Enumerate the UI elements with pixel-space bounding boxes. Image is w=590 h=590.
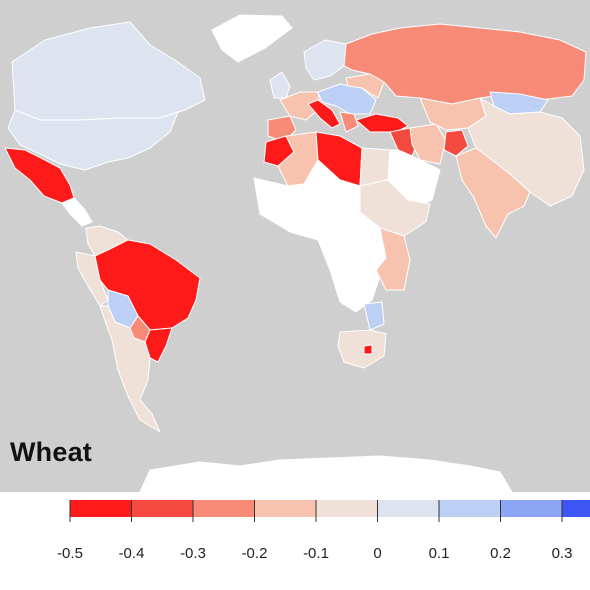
region-antarctica[interactable] [139,455,513,492]
legend-swatch [131,500,193,517]
country-lesotho[interactable] [363,344,373,355]
legend-swatch [193,500,255,517]
region-uk-ireland[interactable] [269,71,291,99]
legend-tick-label: -0.2 [242,545,268,562]
country-turkey[interactable] [355,113,409,133]
legend-swatch [439,500,501,517]
legend-tick-label: -0.4 [119,545,145,562]
country-china[interactable] [467,97,585,207]
country-zambia[interactable] [363,301,385,331]
legend-tick-label: -0.5 [57,545,83,562]
legend-swatch [254,500,316,517]
region-kenya-tanzania[interactable] [375,227,411,291]
country-south-africa[interactable] [337,329,387,369]
country-usa[interactable] [7,109,179,171]
country-india[interactable] [455,147,531,239]
legend-swatch [316,500,378,517]
legend-tick-label: 0 [373,545,381,562]
legend-swatch [70,500,132,517]
legend-tick-label: -0.1 [303,545,329,562]
legend-swatch [377,500,439,517]
region-central-america[interactable] [61,197,93,227]
region-argentina-chile[interactable] [99,305,161,433]
legend-tick-label: 0.2 [490,545,511,562]
region-balkans[interactable] [339,111,359,133]
color-legend: -0.5 -0.4 -0.3 -0.2 -0.1 0 0.1 0.2 0.3 [57,500,590,562]
legend-swatch [562,500,590,517]
region-greenland[interactable] [211,14,293,63]
map-label: Wheat [10,437,92,467]
legend-swatch [500,500,562,517]
country-afghanistan[interactable] [443,129,469,157]
country-italy[interactable] [307,99,341,129]
legend-tick-label: 0.1 [429,545,450,562]
world-map [0,0,590,492]
legend-tick-label: -0.3 [180,545,206,562]
legend-tick-label: 0.3 [552,545,573,562]
region-scandinavia[interactable] [303,39,347,81]
